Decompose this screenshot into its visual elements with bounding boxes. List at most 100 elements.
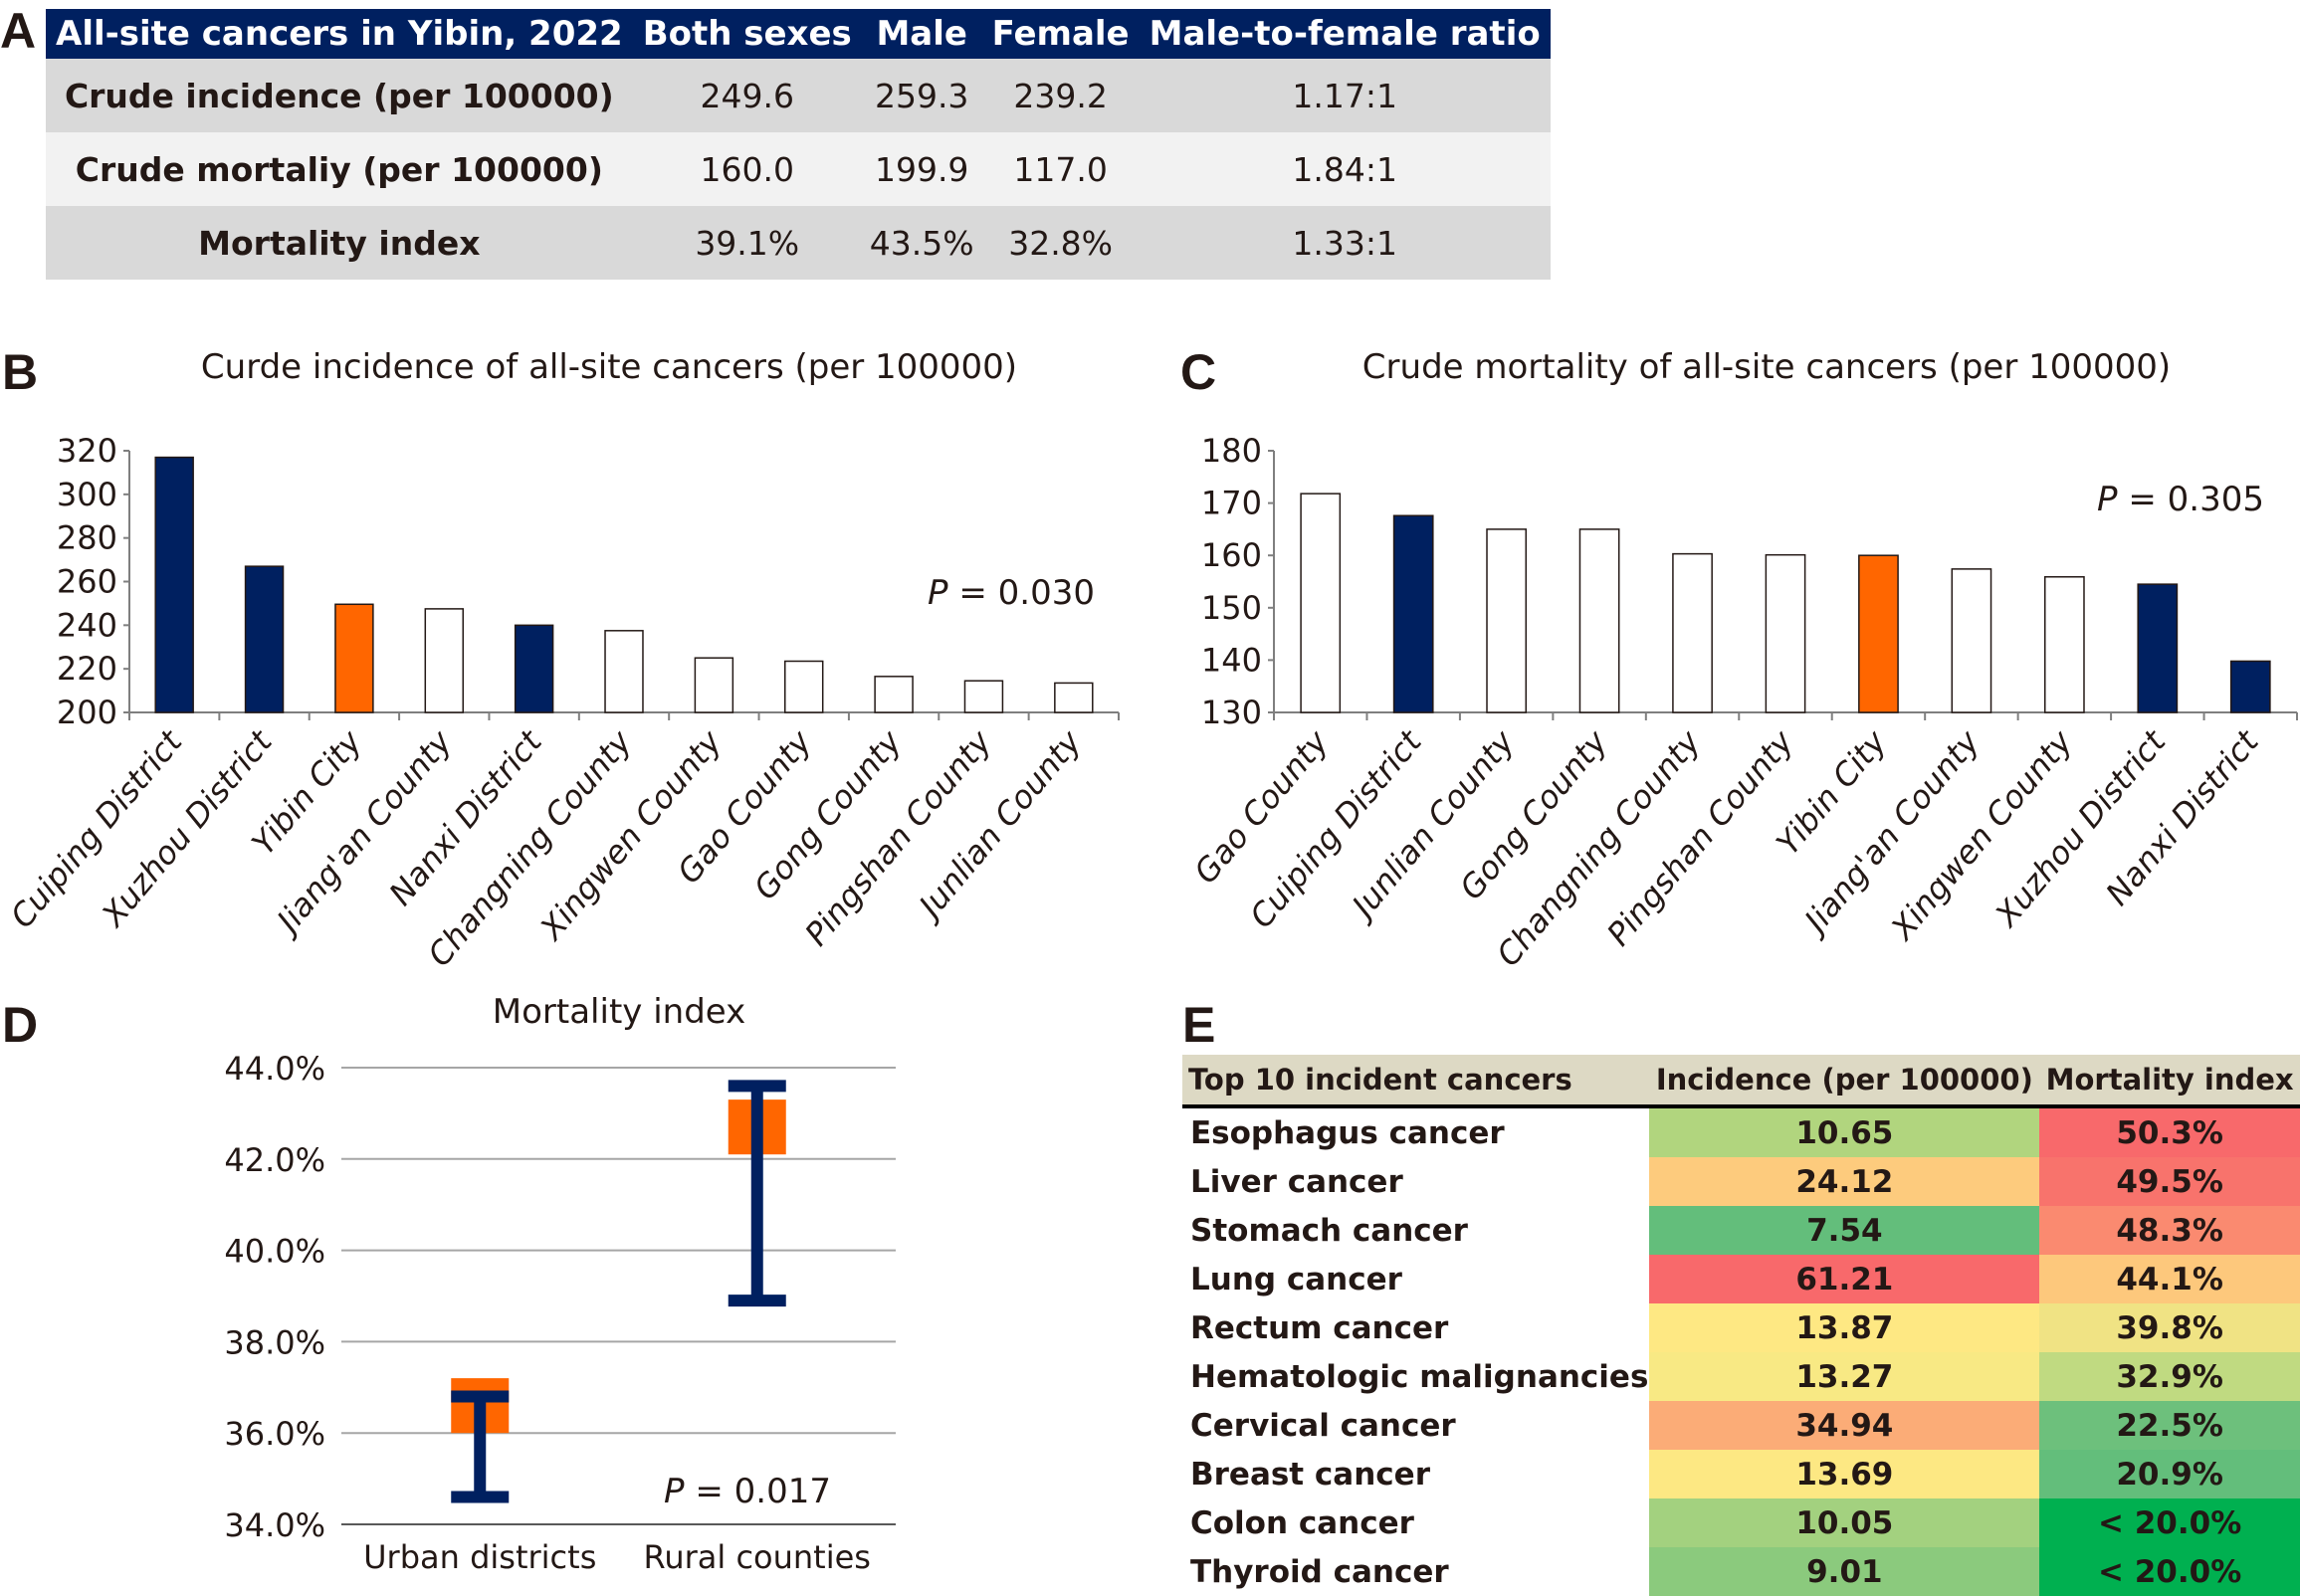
p-symbol: P [928,573,948,613]
cancer-name: Cervical cancer [1182,1401,1650,1450]
bar [244,565,285,713]
incidence-cell: 13.87 [1649,1303,2040,1352]
table-row: Thyroid cancer 9.01 < 20.0% [1182,1547,2300,1596]
table-row: Liver cancer 24.12 49.5% [1182,1157,2300,1206]
mortality-index-cell: 39.8% [2039,1303,2300,1352]
y-tick-label: 130 [1201,694,1262,731]
chart-title: Crude mortality of all-site cancers (per… [1362,347,2171,387]
header-cell: Female [981,9,1140,59]
cancer-name: Hematologic malignancies [1182,1352,1650,1401]
table-row: Lung cancer 61.21 44.1% [1182,1255,2300,1303]
y-tick-label: 150 [1201,589,1262,627]
bar [694,657,734,713]
cancer-name: Esophagus cancer [1182,1106,1650,1157]
chart-title: Mortality index [493,992,745,1032]
mortality-index-cell: < 20.0% [2039,1547,2300,1596]
table-row: Colon cancer 10.05 < 20.0% [1182,1498,2300,1547]
y-tick-label: 36.0% [224,1415,325,1453]
mortality-bar-chart: Crude mortality of all-site cancers (per… [1186,347,2298,973]
incidence-cell: 13.27 [1649,1352,2040,1401]
panel-label-e: E [1182,997,1216,1053]
bar [2137,583,2179,713]
y-tick-label: 320 [57,432,117,470]
p-value-annotation: P = 0.017 [664,1472,831,1511]
cancer-name: Thyroid cancer [1182,1547,1650,1596]
cell-male: 259.3 [861,59,982,132]
cell-both: 160.0 [632,132,862,206]
bar [1578,528,1620,713]
y-tick-label: 42.0% [224,1141,325,1179]
cell-male: 199.9 [861,132,982,206]
incidence-cell: 24.12 [1649,1157,2040,1206]
cell-ratio: 1.84:1 [1139,132,1551,206]
header-cell: Both sexes [632,9,862,59]
table-row: Mortality index 39.1% 43.5% 32.8% 1.33:1 [46,206,1551,280]
mortality-index-chart: Mortality index 34.0% 36.0% 38.0% 40.0% 42.0%… [224,992,896,1576]
y-tick-label: 200 [57,694,117,731]
y-tick-label: 140 [1201,641,1262,679]
x-tick-label: Rural counties [644,1538,871,1576]
p-value: = 0.305 [2118,480,2264,519]
mortality-index-cell: 50.3% [2039,1106,2300,1157]
header-cell: All-site cancers in Yibin, 2022 [46,9,633,59]
y-tick-label: 180 [1201,432,1262,470]
p-symbol: P [664,1472,685,1511]
header-cell: Top 10 incident cancers [1182,1055,1650,1108]
mortality-index-cell: 44.1% [2039,1255,2300,1303]
cancer-name: Rectum cancer [1182,1303,1650,1352]
table-row: Breast cancer 13.69 20.9% [1182,1450,2300,1498]
bar [334,603,374,713]
header-cell: Incidence (per 100000) [1649,1055,2040,1108]
row-label: Mortality index [46,206,633,280]
bar [874,676,914,713]
mortality-index-cell: 20.9% [2039,1450,2300,1498]
row-label: Crude incidence (per 100000) [46,59,633,132]
cancer-name: Breast cancer [1182,1450,1650,1498]
y-tick-label: 260 [57,563,117,601]
bar [1486,528,1528,713]
y-tick-label: 300 [57,476,117,513]
y-tick-label: 280 [57,519,117,557]
bar [1054,682,1094,713]
bar [1300,493,1342,713]
y-tick-label: 170 [1201,485,1262,522]
bar [1392,514,1434,713]
mortality-index-cell: 48.3% [2039,1206,2300,1255]
y-tick-label: 38.0% [224,1323,325,1361]
mortality-index-cell: 32.9% [2039,1352,2300,1401]
top10-table-header: Top 10 incident cancers Incidence (per 1… [1182,1055,2300,1108]
incidence-bar-chart: Curde incidence of all-site cancers (per… [3,347,1120,973]
bar [2043,576,2085,713]
cell-both: 249.6 [632,59,862,132]
table-row: Esophagus cancer 10.65 50.3% [1182,1106,2300,1157]
p-value-annotation: P = 0.030 [928,573,1095,613]
cancer-name: Liver cancer [1182,1157,1650,1206]
y-tick-label: 220 [57,650,117,688]
y-tick-label: 160 [1201,536,1262,574]
p-value: = 0.017 [685,1472,831,1511]
row-label: Crude mortaliy (per 100000) [46,132,633,206]
table-row: Cervical cancer 34.94 22.5% [1182,1401,2300,1450]
header-cell: Male [861,9,982,59]
p-value-annotation: P = 0.305 [2097,480,2264,519]
header-cell: Mortality index [2039,1055,2300,1108]
bar [1858,554,1899,713]
x-tick-label: Junlian County [1341,722,1523,928]
bar [604,630,644,713]
cell-both: 39.1% [632,206,862,280]
incidence-cell: 13.69 [1649,1450,2040,1498]
panel-label-a: A [0,3,37,59]
x-tick-label: Xuzhou District [1986,722,2174,935]
y-tick-label: 44.0% [224,1050,325,1088]
cell-female: 32.8% [981,206,1140,280]
incidence-cell: 61.21 [1649,1255,2040,1303]
incidence-cell: 9.01 [1649,1547,2040,1596]
mortality-index-cell: < 20.0% [2039,1498,2300,1547]
y-tick-label: 240 [57,606,117,644]
bar [154,456,194,713]
table-row: Rectum cancer 13.87 39.8% [1182,1303,2300,1352]
incidence-cell: 34.94 [1649,1401,2040,1450]
p-value: = 0.030 [948,573,1095,613]
mortality-index-cell: 49.5% [2039,1157,2300,1206]
bar [784,660,824,713]
